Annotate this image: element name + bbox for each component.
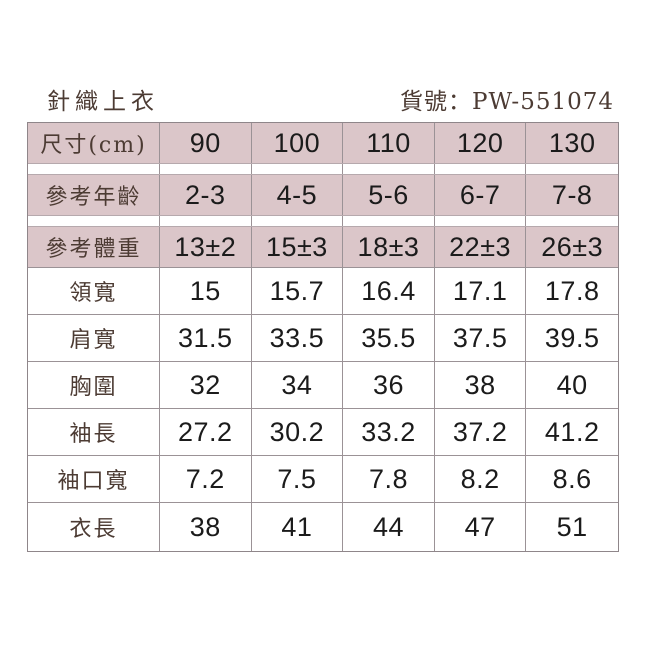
value-cell: 2-3 (160, 175, 252, 215)
size-table: 尺寸(cm) 90 100 110 120 130 參考年齡 2-3 4-5 5… (27, 122, 619, 552)
value-cell: 120 (435, 123, 527, 163)
value-cell: 8.2 (435, 456, 527, 502)
value-cell: 17.8 (544, 275, 600, 306)
value-cell: 130 (548, 127, 596, 158)
value-cell: 39.5 (544, 322, 600, 353)
value-cell: 41 (252, 503, 344, 551)
value-cell: 7.5 (252, 456, 344, 502)
value-cell: 35.5 (343, 315, 435, 361)
page-header: 針織上衣 貨號：PW-551074 (47, 82, 614, 116)
value-cell: 15 (160, 268, 252, 314)
value-cell: 22±3 (435, 227, 527, 267)
value-cell: 15±3 (252, 227, 344, 267)
value-cell: 18±3 (343, 227, 435, 267)
row-label: 尺寸(cm) (28, 123, 160, 163)
value-cell: 33.5 (252, 315, 344, 361)
row-label: 參考體重 (28, 227, 160, 267)
product-code-value: PW-551074 (471, 89, 614, 115)
value-cell: 51 (556, 511, 588, 542)
value-cell: 4-5 (252, 175, 344, 215)
value-cell: 110 (343, 123, 435, 163)
separator-band (28, 163, 618, 175)
value-cell: 37.5 (435, 315, 527, 361)
table-row-cuff-width: 袖口寬 7.2 7.5 7.8 8.2 8.6 (28, 456, 618, 503)
value-cell: 27.2 (160, 409, 252, 455)
value-cell: 7.2 (160, 456, 252, 502)
row-label: 參考年齡 (28, 175, 160, 215)
table-row-weight: 參考體重 13±2 15±3 18±3 22±3 26±3 (28, 227, 618, 268)
page-title: 針織上衣 (47, 89, 159, 115)
value-cell: 90 (160, 123, 252, 163)
product-code: 貨號：PW-551074 (400, 82, 614, 116)
value-cell: 30.2 (252, 409, 344, 455)
value-cell: 40 (556, 369, 588, 400)
separator-band (28, 215, 618, 227)
value-cell: 26±3 (541, 231, 604, 262)
value-cell: 31.5 (160, 315, 252, 361)
value-cell: 38 (160, 503, 252, 551)
value-cell: 36 (343, 362, 435, 408)
value-cell: 8.6 (552, 463, 592, 494)
value-cell: 15.7 (252, 268, 344, 314)
row-label: 胸圍 (28, 362, 160, 408)
table-row-sleeve-length: 袖長 27.2 30.2 33.2 37.2 41.2 (28, 409, 618, 456)
value-cell: 7-8 (551, 179, 593, 210)
value-cell: 7.8 (343, 456, 435, 502)
value-cell: 32 (160, 362, 252, 408)
value-cell: 47 (435, 503, 527, 551)
value-cell: 34 (252, 362, 344, 408)
value-cell: 38 (435, 362, 527, 408)
value-cell: 16.4 (343, 268, 435, 314)
row-label: 袖口寬 (28, 456, 160, 502)
value-cell: 33.2 (343, 409, 435, 455)
row-label: 肩寬 (28, 315, 160, 361)
value-cell: 37.2 (435, 409, 527, 455)
value-cell: 41.2 (544, 416, 600, 447)
row-label: 袖長 (28, 409, 160, 455)
row-label: 衣長 (28, 503, 160, 551)
value-cell: 13±2 (160, 227, 252, 267)
value-cell: 100 (252, 123, 344, 163)
table-row-chest: 胸圍 32 34 36 38 40 (28, 362, 618, 409)
product-code-label: 貨號： (399, 89, 472, 115)
value-cell: 5-6 (343, 175, 435, 215)
value-cell: 44 (343, 503, 435, 551)
value-cell: 6-7 (435, 175, 527, 215)
table-row-shoulder-width: 肩寬 31.5 33.5 35.5 37.5 39.5 (28, 315, 618, 362)
table-row-size: 尺寸(cm) 90 100 110 120 130 (28, 123, 618, 163)
value-cell: 17.1 (435, 268, 527, 314)
table-row-age: 參考年齡 2-3 4-5 5-6 6-7 7-8 (28, 175, 618, 215)
table-row-garment-length: 衣長 38 41 44 47 51 (28, 503, 618, 551)
row-label: 領寬 (28, 268, 160, 314)
table-row-neck-width: 領寬 15 15.7 16.4 17.1 17.8 (28, 268, 618, 315)
